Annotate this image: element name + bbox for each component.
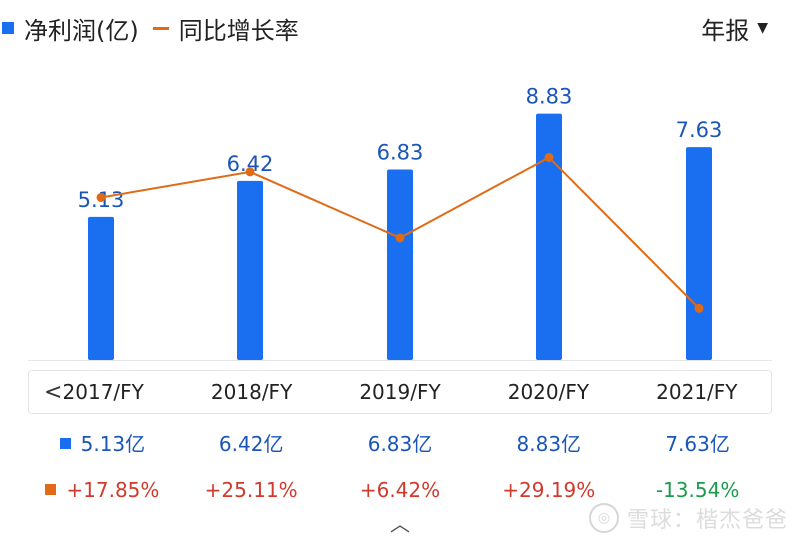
profit-cell: 7.63亿 xyxy=(665,431,730,456)
growth-cell: -13.54% xyxy=(655,478,740,502)
chevron-left-icon[interactable]: < xyxy=(44,379,63,405)
legend-item-profit[interactable]: 净利润(亿) xyxy=(0,11,139,46)
profit-bar[interactable] xyxy=(237,180,263,360)
bar-value-label: 7.63 xyxy=(676,118,723,142)
profit-cell: 6.83亿 xyxy=(367,431,433,456)
line-swatch-icon xyxy=(45,484,57,495)
watermark: ◎ 雪球：楷杰爸爸 xyxy=(588,502,788,534)
year-cell: 2019/FY xyxy=(359,380,441,404)
chevron-up-icon[interactable]: ︿ xyxy=(390,512,410,536)
growth-point[interactable] xyxy=(245,167,255,177)
growth-value: +17.85% xyxy=(66,478,160,502)
profit-bar[interactable] xyxy=(88,216,114,360)
profit-cell: 6.42亿 xyxy=(218,431,284,456)
profit-chart: 5.136.426.838.837.63 xyxy=(28,85,772,361)
growth-point[interactable] xyxy=(395,233,405,243)
year-cell: 2018/FY xyxy=(210,380,293,404)
profit-row: 5.13亿 6.42亿 6.83亿 8.83亿 7.63亿 xyxy=(28,422,772,462)
bar-value-label: 6.83 xyxy=(377,140,424,164)
bar-swatch-icon xyxy=(59,437,71,449)
growth-cell: +29.19% xyxy=(502,478,596,502)
data-table: < 2017/FY 2018/FY 2019/FY 2020/FY 2021/F… xyxy=(28,370,772,510)
legend-item-growth[interactable]: 同比增长率 xyxy=(152,11,299,46)
caret-down-icon: ▼ xyxy=(757,20,768,36)
growth-point[interactable] xyxy=(694,303,704,313)
growth-point[interactable] xyxy=(96,192,106,202)
line-swatch-icon xyxy=(152,26,169,30)
profit-value: 5.13亿 xyxy=(80,431,146,456)
xueqiu-logo-icon: ◎ xyxy=(588,503,619,533)
profit-bar[interactable] xyxy=(387,169,413,360)
profit-bar[interactable] xyxy=(536,113,562,360)
period-selector-label: 年报 xyxy=(701,16,750,45)
growth-cell: +17.85% xyxy=(28,478,177,502)
bar-value-label: 8.83 xyxy=(526,85,573,109)
year-cell: 2017/FY xyxy=(62,380,144,404)
profit-cell: 5.13亿 xyxy=(28,428,177,457)
year-cell: 2020/FY xyxy=(507,380,590,404)
bar-swatch-icon xyxy=(2,22,14,34)
growth-row: +17.85% +25.11% +6.42% +29.19% -13.54% xyxy=(28,470,772,510)
growth-cell: +25.11% xyxy=(204,478,298,502)
growth-point[interactable] xyxy=(544,152,554,162)
year-cell: 2021/FY xyxy=(656,380,738,404)
period-selector[interactable]: 年报 ▼ xyxy=(701,10,768,46)
table-header-row: < 2017/FY 2018/FY 2019/FY 2020/FY 2021/F… xyxy=(28,370,772,414)
chart-legend: 净利润(亿) 同比增长率 xyxy=(0,10,313,46)
legend-label-profit: 净利润(亿) xyxy=(24,16,139,45)
watermark-text: 雪球：楷杰爸爸 xyxy=(626,508,788,533)
profit-cell: 8.83亿 xyxy=(516,431,582,456)
growth-cell: +6.42% xyxy=(359,478,441,502)
legend-label-growth: 同比增长率 xyxy=(178,16,299,45)
profit-bar[interactable] xyxy=(686,147,712,360)
